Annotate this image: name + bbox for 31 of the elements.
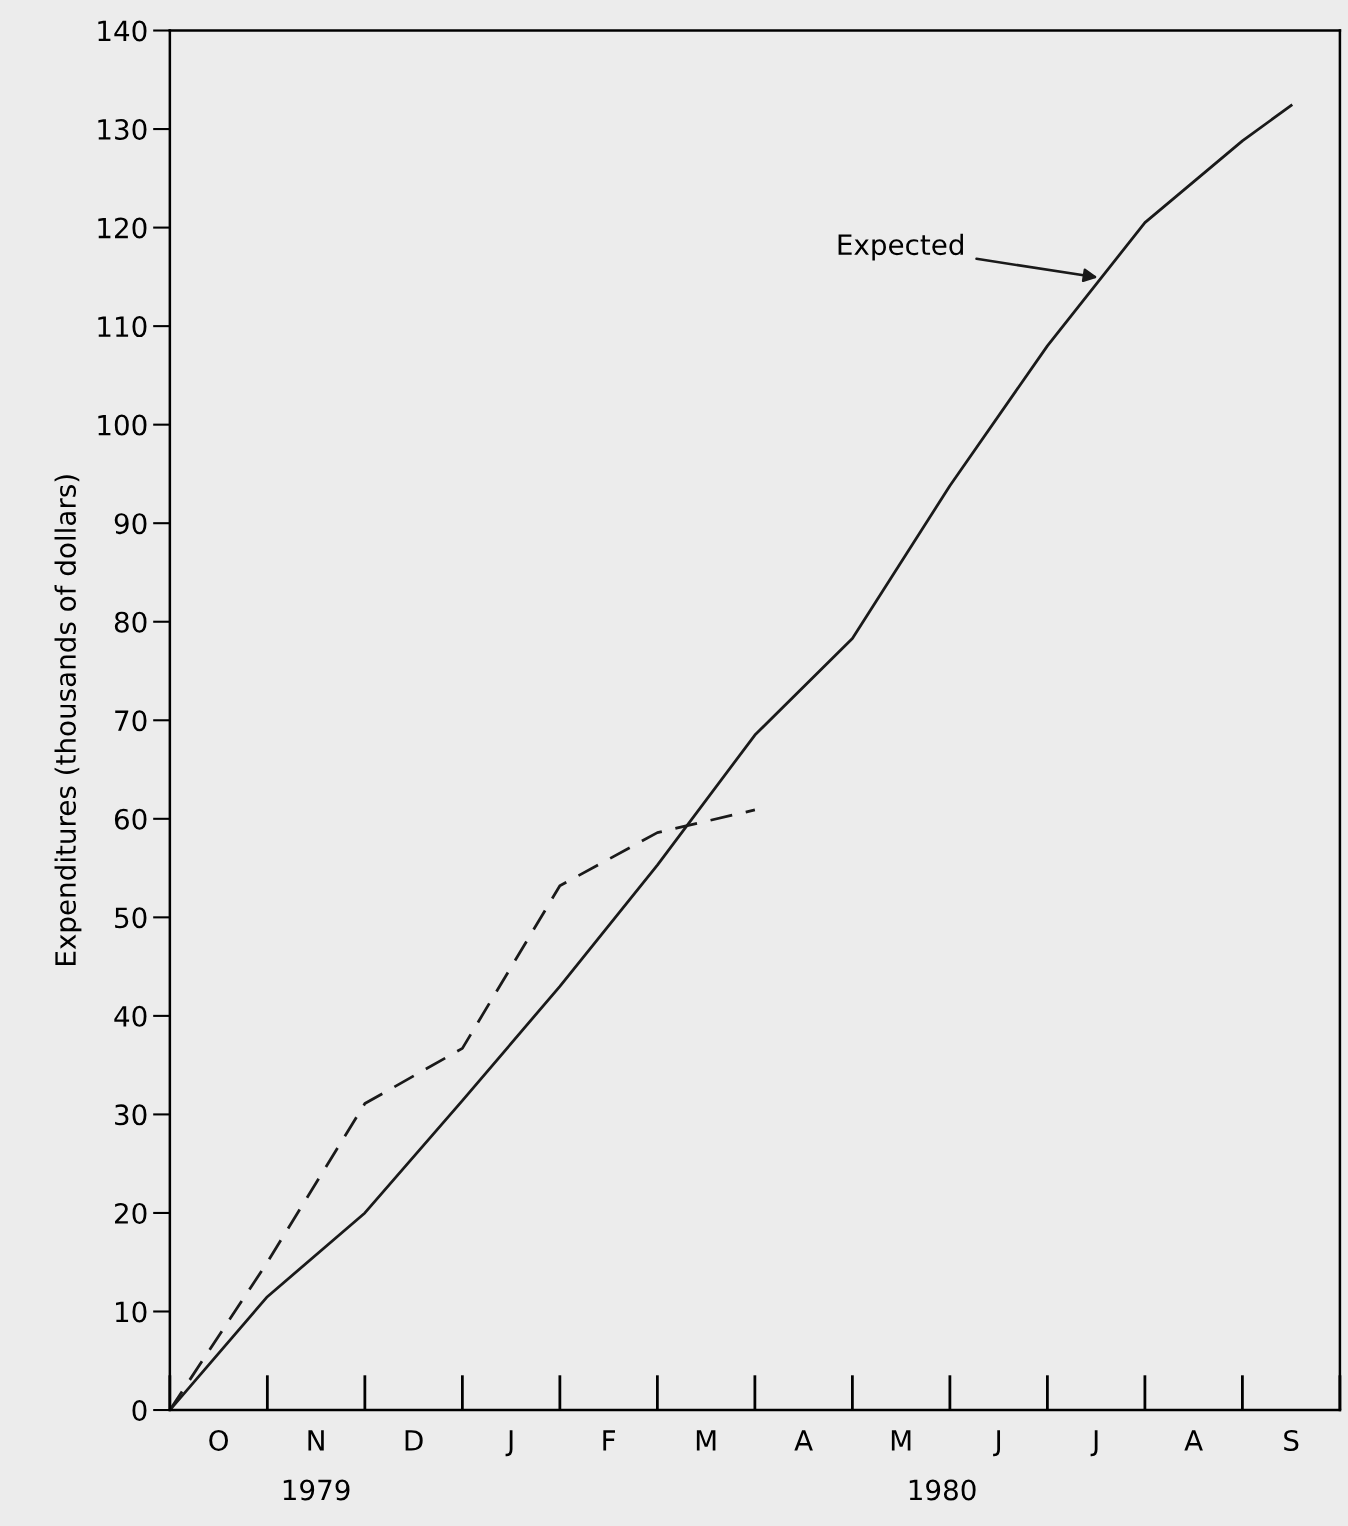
x-tick-label: N [308,1430,324,1451]
y-tick-label: 30 [115,1104,147,1126]
y-tick-label: 80 [114,611,147,633]
y-axis-title: Expenditures (thousands of dollars) [54,475,82,965]
y-tick-label: 50 [115,907,147,929]
x-tick-label: D [405,1430,423,1451]
x-tick-label: M [696,1430,716,1451]
x-tick-label: J [1090,1430,1098,1457]
x-tick-label: M [891,1430,911,1451]
x-tick-label: A [1184,1430,1203,1451]
y-tick-label: 0 [132,1399,147,1421]
y-tick-label: 20 [115,1202,147,1224]
x-tick-label: O [209,1429,228,1451]
y-tick-label: 70 [115,710,147,732]
y-tick-label: 130 [98,118,147,140]
y-tick-label: 10 [116,1301,147,1323]
y-tick-label: 90 [114,513,147,535]
y-tick-label: 120 [98,217,147,239]
x-tick-label: S [1284,1429,1299,1451]
x-tick-label: F [603,1430,615,1451]
y-tick-label: 40 [114,1005,147,1027]
y-tick-label: 100 [98,414,147,436]
x-tick-label: J [993,1430,1001,1457]
y-tick-label: 140 [98,20,147,42]
y-tick-label: 110 [98,316,147,338]
text: 1979 [283,1479,350,1501]
text: 1980 [909,1479,976,1501]
x-tick-label: A [794,1430,813,1451]
annotation: Expected [838,233,963,261]
y-tick-label: 60 [114,808,147,830]
x-tick-label: J [505,1430,513,1457]
